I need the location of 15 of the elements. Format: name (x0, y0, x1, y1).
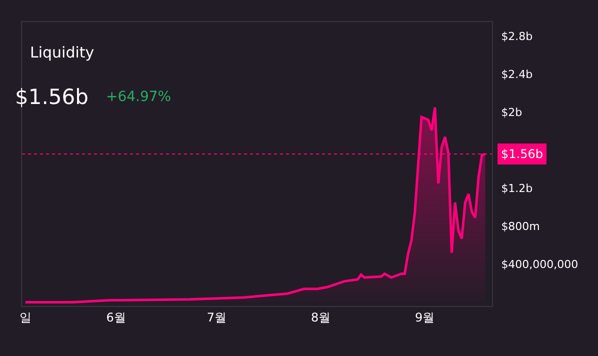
annotation: +64.97% (106, 89, 172, 105)
ref-line-label: $1.56b (501, 147, 543, 161)
x-tick-label: 8월 (310, 310, 331, 324)
x-tick-label: 7월 (206, 310, 227, 324)
y-tick-label: $1.2b (501, 182, 533, 196)
x-tick-label: 6월 (106, 310, 126, 324)
text: Liquidity (30, 43, 94, 62)
y-tick-label: $2.8b (501, 30, 533, 44)
text: $1.56b (15, 85, 88, 109)
x-tick-label: 9월 (415, 310, 435, 324)
y-tick-label: $2b (501, 106, 522, 120)
x-tick-label: 일 (19, 310, 32, 324)
y-tick-label: $800m (501, 220, 540, 234)
y-tick-label: $2.4b (501, 68, 533, 82)
y-tick-label: $400,000,000 (501, 258, 578, 272)
